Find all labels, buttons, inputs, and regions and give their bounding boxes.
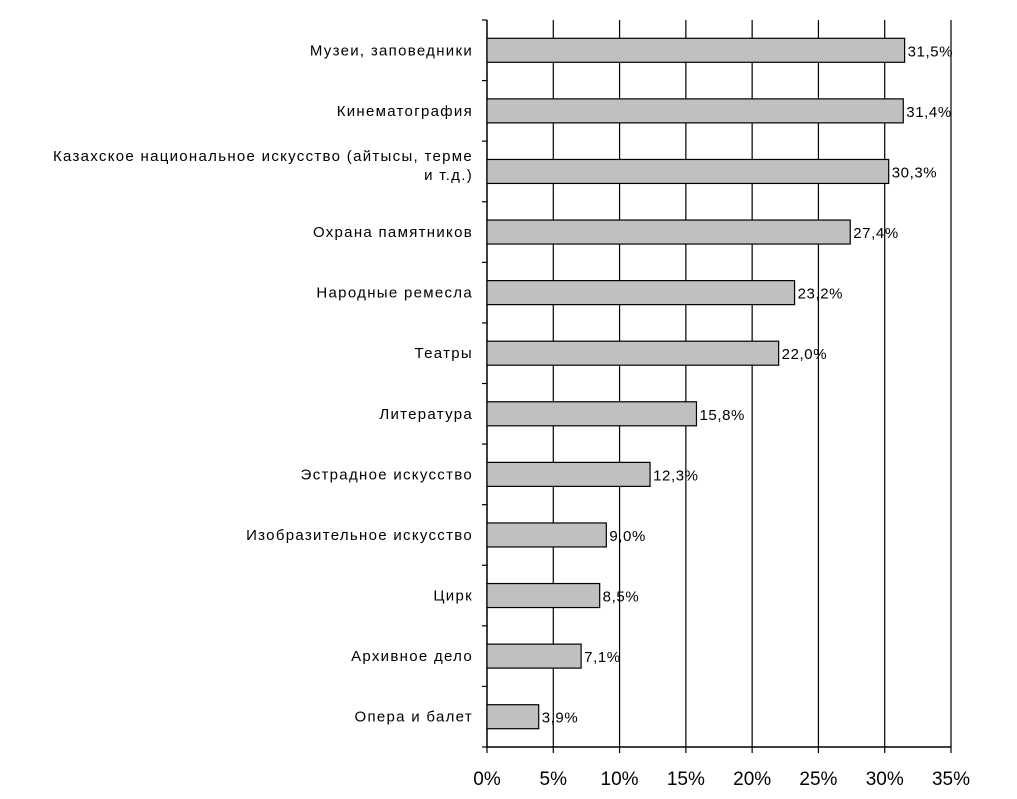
- category-label-line: Охрана памятников: [313, 224, 473, 241]
- category-label-line: Казахское национальное искусство (айтысы…: [53, 148, 473, 165]
- bar: [486, 704, 540, 730]
- category-label-line: Музеи, заповедники: [310, 42, 473, 59]
- category-label: Изобразительное искусство: [246, 527, 473, 544]
- category-label: Театры: [415, 345, 473, 362]
- category-label-line: Опера и балет: [355, 709, 474, 726]
- x-tick-label: 20%: [733, 769, 771, 790]
- bar: [486, 37, 906, 63]
- x-tick-label: 10%: [601, 769, 639, 790]
- x-tick-label: 35%: [932, 769, 970, 790]
- category-label-line: Эстрадное искусство: [301, 466, 473, 483]
- data-label: 22,0%: [782, 346, 828, 363]
- category-label: Казахское национальное искусство (айтысы…: [53, 148, 473, 184]
- bar: [486, 401, 698, 427]
- category-label-line: Литература: [379, 406, 473, 423]
- category-label-line: Народные ремесла: [316, 285, 473, 302]
- category-label: Цирк: [433, 588, 473, 605]
- category-label: Эстрадное искусство: [301, 466, 473, 483]
- x-tick-label: 0%: [473, 769, 501, 790]
- category-label-line: Архивное дело: [351, 648, 473, 665]
- category-label: Опера и балет: [355, 709, 474, 726]
- data-label: 7,1%: [584, 649, 621, 666]
- x-tick-label: 30%: [866, 769, 904, 790]
- category-labels: Музеи, заповедники Кинематография Казахско…: [53, 42, 474, 726]
- data-label: 30,3%: [892, 164, 938, 181]
- data-label: 9,0%: [609, 528, 646, 545]
- category-label: Охрана памятников: [313, 224, 473, 241]
- category-label-line: и т.д.): [424, 167, 473, 184]
- bar: [486, 461, 651, 487]
- gridlines: [552, 20, 952, 747]
- data-labels: 31,5% 31,4% 30,3% 27,4% 23,2% 22,0% 15,8% 12,3%…: [542, 43, 953, 726]
- category-label-line: Изобразительное искусство: [246, 527, 473, 544]
- bar: [486, 219, 851, 245]
- data-label: 15,8%: [699, 407, 745, 424]
- category-label: Литература: [379, 406, 473, 423]
- category-label-line: Цирк: [433, 588, 473, 605]
- bar: [486, 582, 601, 609]
- category-label: Народные ремесла: [316, 285, 473, 302]
- x-tick-labels: 0% 5% 10% 15% 20% 25% 30% 35%: [473, 769, 970, 790]
- data-label: 12,3%: [653, 467, 699, 484]
- x-tick-label: 5%: [540, 769, 568, 790]
- category-label-line: Кинематография: [337, 103, 473, 120]
- x-tick-label: 25%: [799, 769, 837, 790]
- data-label: 23,2%: [798, 286, 844, 303]
- bar: [486, 643, 582, 669]
- category-label-line: Театры: [415, 345, 473, 362]
- data-label: 31,5%: [908, 43, 954, 60]
- data-label: 3,9%: [542, 710, 579, 727]
- category-label: Архивное дело: [351, 648, 473, 665]
- bar: [486, 158, 890, 185]
- bar: [486, 280, 796, 306]
- category-label: Музеи, заповедники: [310, 42, 473, 59]
- axes: [482, 19, 952, 753]
- data-label: 8,5%: [603, 589, 640, 606]
- x-tick-label: 15%: [667, 769, 705, 790]
- data-label: 27,4%: [853, 225, 899, 242]
- data-label: 31,4%: [906, 104, 952, 121]
- bar: [486, 340, 780, 366]
- bar: [486, 522, 607, 548]
- bar: [486, 98, 904, 124]
- category-label: Кинематография: [337, 103, 473, 120]
- bars: [486, 37, 906, 730]
